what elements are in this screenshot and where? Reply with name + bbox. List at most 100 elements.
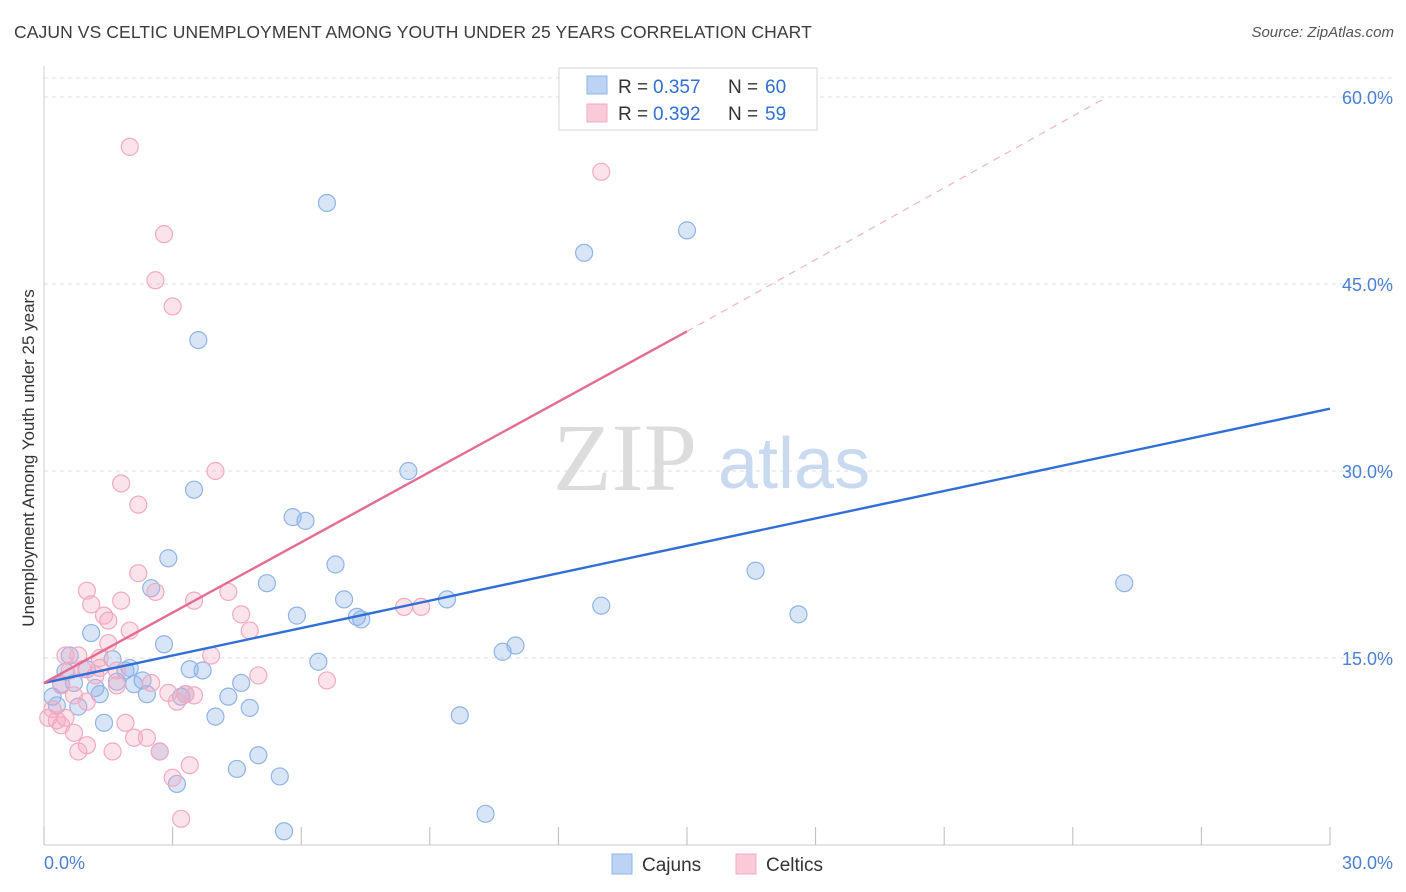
cajuns-point-36: [257, 574, 277, 593]
celtics-point-56: [592, 162, 611, 181]
y-tick-label-0: 15.0%: [1342, 649, 1393, 669]
cajuns-point-35: [249, 746, 268, 765]
celtics-point-38: [154, 225, 174, 244]
cajuns-point-37: [270, 767, 289, 786]
cajuns-point-48: [399, 461, 418, 481]
celtics-point-45: [184, 686, 204, 705]
legend: R = 0.357 N = 60 R = 0.392 N = 59: [558, 67, 818, 131]
celtics-point-30: [124, 728, 144, 747]
cajuns-point-18: [137, 685, 156, 704]
celtics-point-6: [56, 646, 75, 665]
bottom-legend-swatch-celtics: [735, 853, 757, 875]
x-tick-label-0: 0.0%: [44, 853, 85, 873]
legend-n-label-1: N =: [728, 77, 758, 98]
celtics-point-58: [159, 683, 178, 703]
x-tick-labels: 0.0% 30.0%: [44, 853, 1393, 873]
cajuns-point-45: [334, 590, 354, 609]
cajuns-point-21: [154, 635, 174, 654]
legend-r-label-2: R =: [618, 104, 648, 125]
celtics-point-26: [112, 591, 131, 610]
celtics-trend-extension: [686, 96, 1108, 332]
cajuns-point-43: [317, 193, 337, 213]
celtics-point-36: [146, 271, 165, 290]
cajuns-point-50: [450, 706, 469, 725]
axes: [43, 66, 1331, 846]
celtics-point-39: [163, 297, 182, 316]
celtics-point-29: [120, 137, 139, 156]
legend-swatch-cajuns: [586, 75, 608, 95]
legend-r-value-2: 0.392: [653, 104, 701, 125]
cajuns-point-33: [232, 673, 251, 693]
watermark-atlas: atlas: [718, 424, 870, 504]
cajuns-trend-line: [43, 407, 1331, 685]
celtics-point-35: [146, 582, 165, 602]
cajuns-point-40: [287, 606, 307, 625]
cajuns-point-38: [274, 822, 294, 841]
data-points: [39, 137, 1134, 841]
watermark: ZIP atlas: [553, 404, 870, 511]
cajuns-point-28: [189, 331, 208, 350]
bottom-legend-celtics: Celtics: [766, 855, 823, 876]
cajuns-point-59: [1115, 574, 1134, 593]
y-tick-labels: 15.0% 30.0% 45.0% 60.0%: [1342, 88, 1393, 669]
celtics-point-14: [77, 581, 96, 600]
cajuns-point-44: [326, 555, 345, 574]
cajuns-point-41: [296, 511, 315, 530]
cajuns-point-57: [746, 561, 765, 580]
cajuns-point-11: [94, 713, 114, 732]
celtics-point-20: [99, 611, 118, 630]
celtics-point-8: [64, 723, 84, 742]
cajuns-point-51: [476, 804, 495, 823]
celtics-point-1: [43, 700, 62, 719]
legend-swatch-celtics: [586, 103, 608, 123]
celtics-point-27: [116, 713, 135, 732]
bottom-legend-swatch-cajuns: [611, 853, 633, 875]
legend-r-value-1: 0.357: [653, 77, 701, 98]
cajuns-point-31: [219, 687, 238, 706]
celtics-point-34: [142, 673, 161, 693]
y-tick-label-3: 60.0%: [1342, 88, 1393, 108]
celtics-point-5: [56, 708, 75, 727]
cajuns-point-8: [82, 623, 101, 643]
y-tick-label-2: 45.0%: [1342, 275, 1393, 295]
legend-n-label-2: N =: [728, 104, 758, 125]
celtics-point-24: [107, 676, 126, 695]
watermark-zip: ZIP: [553, 404, 697, 511]
celtics-point-50: [232, 605, 251, 624]
cajuns-point-55: [592, 596, 611, 615]
celtics-point-22: [103, 742, 122, 761]
y-axis-label: Unemployment Among Youth under 25 years: [19, 289, 38, 626]
celtics-point-51: [240, 621, 259, 640]
grid-lines: [44, 77, 1392, 659]
cajuns-point-42: [309, 652, 328, 671]
celtics-point-33: [137, 728, 156, 747]
cajuns-point-30: [206, 707, 225, 726]
cajuns-point-34: [240, 698, 259, 717]
y-tick-label-1: 30.0%: [1342, 462, 1393, 482]
cajuns-point-22: [159, 549, 178, 568]
celtics-point-48: [206, 461, 225, 481]
celtics-point-13: [77, 736, 96, 755]
cajuns-point-26: [180, 660, 199, 679]
celtics-point-25: [112, 474, 131, 493]
celtics-trend-line: [43, 330, 688, 684]
celtics-point-31: [129, 564, 148, 583]
celtics-point-44: [180, 756, 199, 775]
celtics-point-42: [172, 809, 191, 828]
legend-r-label-1: R =: [618, 77, 648, 98]
legend-n-value-1: 60: [765, 77, 786, 98]
celtics-point-37: [150, 742, 169, 761]
bottom-legend: Cajuns Celtics: [611, 853, 823, 876]
chart-title: CAJUN VS CELTIC UNEMPLOYMENT AMONG YOUTH…: [14, 22, 812, 42]
trend-lines: [43, 96, 1331, 685]
cajuns-point-32: [227, 759, 246, 779]
chart-source: Source: ZipAtlas.com: [1251, 24, 1394, 41]
celtics-point-52: [249, 666, 268, 685]
cajuns-point-29: [193, 661, 212, 680]
legend-n-value-2: 59: [765, 104, 786, 125]
cajuns-point-54: [575, 243, 594, 262]
cajuns-point-53: [506, 636, 525, 655]
cajuns-point-58: [789, 605, 808, 624]
celtics-point-53: [317, 671, 337, 690]
